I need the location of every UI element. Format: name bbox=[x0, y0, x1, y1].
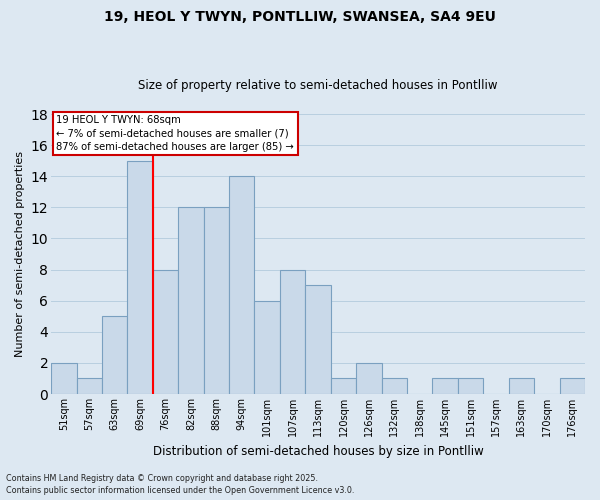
Bar bbox=[509, 378, 534, 394]
Bar bbox=[203, 208, 229, 394]
Bar bbox=[280, 270, 305, 394]
Bar bbox=[178, 208, 203, 394]
Bar bbox=[382, 378, 407, 394]
Text: 19 HEOL Y TWYN: 68sqm
← 7% of semi-detached houses are smaller (7)
87% of semi-d: 19 HEOL Y TWYN: 68sqm ← 7% of semi-detac… bbox=[56, 116, 294, 152]
Text: Contains HM Land Registry data © Crown copyright and database right 2025.
Contai: Contains HM Land Registry data © Crown c… bbox=[6, 474, 355, 495]
Bar bbox=[127, 160, 153, 394]
Title: Size of property relative to semi-detached houses in Pontlliw: Size of property relative to semi-detach… bbox=[138, 79, 498, 92]
Bar bbox=[77, 378, 102, 394]
Bar bbox=[102, 316, 127, 394]
Bar bbox=[458, 378, 484, 394]
Bar bbox=[356, 363, 382, 394]
Bar bbox=[254, 300, 280, 394]
Bar bbox=[560, 378, 585, 394]
Bar bbox=[331, 378, 356, 394]
Bar bbox=[433, 378, 458, 394]
Bar bbox=[229, 176, 254, 394]
Text: 19, HEOL Y TWYN, PONTLLIW, SWANSEA, SA4 9EU: 19, HEOL Y TWYN, PONTLLIW, SWANSEA, SA4 … bbox=[104, 10, 496, 24]
Bar bbox=[305, 285, 331, 394]
Y-axis label: Number of semi-detached properties: Number of semi-detached properties bbox=[15, 151, 25, 357]
Bar bbox=[153, 270, 178, 394]
Bar bbox=[51, 363, 77, 394]
X-axis label: Distribution of semi-detached houses by size in Pontlliw: Distribution of semi-detached houses by … bbox=[152, 444, 484, 458]
